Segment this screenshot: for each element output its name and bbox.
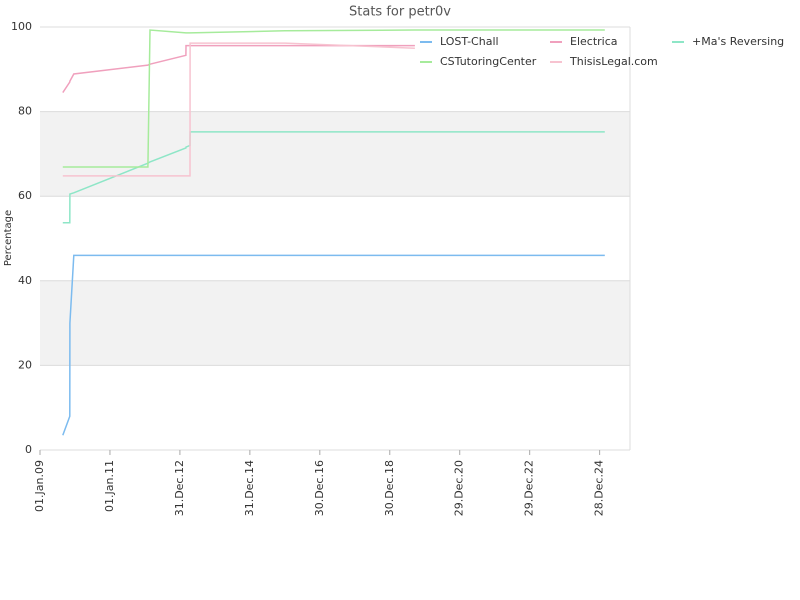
x-tick-label: 31.Dec.14 xyxy=(243,460,256,516)
grid-band xyxy=(40,111,630,197)
y-tick-label: 20 xyxy=(18,358,32,371)
x-tick-label: 28.Dec.24 xyxy=(593,460,606,516)
chart-title: Stats for petr0v xyxy=(349,5,451,20)
x-tick-label: 30.Dec.18 xyxy=(383,460,396,516)
y-axis-label: Percentage xyxy=(3,210,14,266)
y-tick-label: 0 xyxy=(25,443,32,456)
legend-label: ThisisLegal.com xyxy=(569,55,658,68)
legend-label: +Ma's Reversing xyxy=(692,35,784,48)
x-tick-label: 30.Dec.16 xyxy=(313,460,326,516)
series-line xyxy=(62,131,605,224)
series-line xyxy=(62,254,605,436)
x-tick-label: 29.Dec.20 xyxy=(453,460,466,516)
legend-label: LOST-Chall xyxy=(440,35,499,48)
series-line xyxy=(62,29,605,168)
x-tick-label: 01.Jan.11 xyxy=(103,460,116,512)
grid xyxy=(40,26,630,451)
y-tick-label: 100 xyxy=(11,20,32,33)
x-tick-label: 01.Jan.09 xyxy=(33,460,46,512)
legend-label: CSTutoringCenter xyxy=(440,55,537,68)
x-tick-label: 29.Dec.22 xyxy=(523,460,536,516)
series-line xyxy=(62,44,415,94)
x-tick-label: 31.Dec.12 xyxy=(173,460,186,516)
y-tick-label: 40 xyxy=(18,274,32,287)
grid-band xyxy=(40,280,630,366)
y-tick-label: 80 xyxy=(18,105,32,118)
legend-label: Electrica xyxy=(570,35,618,48)
y-tick-label: 60 xyxy=(18,189,32,202)
series-line xyxy=(62,42,415,177)
